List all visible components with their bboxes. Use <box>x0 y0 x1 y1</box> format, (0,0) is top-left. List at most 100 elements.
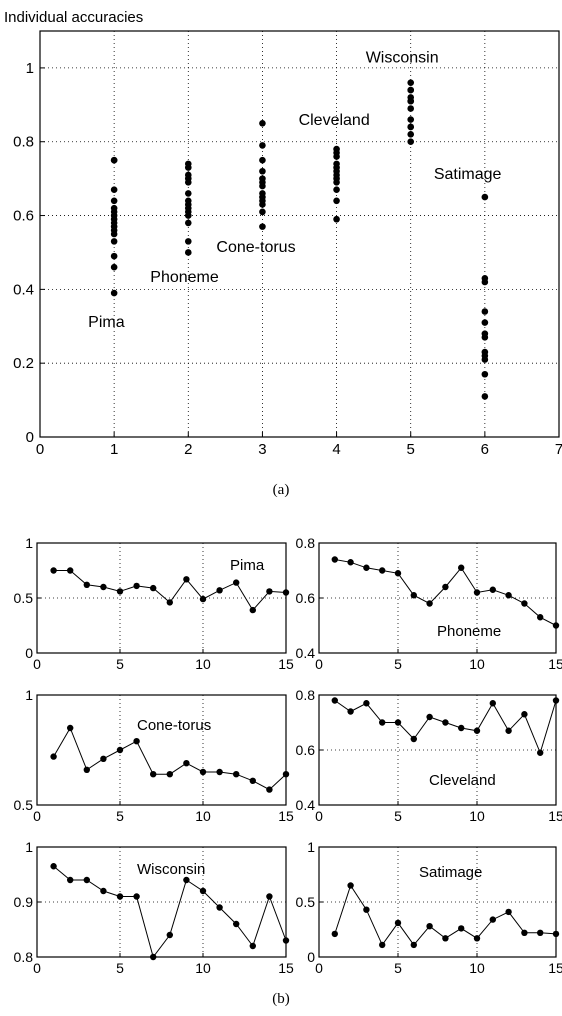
data-point <box>521 600 528 607</box>
data-point <box>407 97 415 105</box>
subplot: 0 5 10 15 0.4 0.6 0.8 Cleveland <box>296 687 562 824</box>
data-point <box>259 201 266 208</box>
y-tick-label: 0 <box>25 645 33 661</box>
data-point <box>481 278 489 286</box>
data-point <box>473 589 481 596</box>
data-point <box>110 186 118 194</box>
data-point <box>458 724 465 732</box>
data-point <box>521 929 528 936</box>
data-point <box>50 753 57 760</box>
data-point <box>110 156 118 164</box>
data-point <box>442 719 449 726</box>
data-point <box>110 238 118 245</box>
data-point <box>100 583 107 591</box>
y-tick-label: 0.8 <box>14 949 34 965</box>
data-point <box>110 197 118 205</box>
data-point <box>233 920 240 928</box>
x-tick-label: 7 <box>555 441 562 458</box>
data-point <box>259 167 266 175</box>
x-tick-label: 10 <box>195 808 211 824</box>
subplot-title: Cleveland <box>429 772 496 789</box>
data-point <box>537 929 544 936</box>
data-point <box>50 567 57 574</box>
x-tick-label: 15 <box>278 808 294 824</box>
data-point <box>199 887 207 895</box>
data-point <box>407 131 415 138</box>
data-point <box>184 179 192 186</box>
data-point <box>552 697 560 704</box>
x-tick-label: 5 <box>116 960 124 976</box>
y-tick-label: 0.8 <box>296 535 316 551</box>
x-tick-label: 5 <box>394 808 402 824</box>
data-point <box>333 153 340 160</box>
data-point <box>458 925 465 932</box>
subplot-title: Cone-torus <box>137 717 211 734</box>
subplot-frame <box>318 846 557 958</box>
series-label: Satimage <box>434 166 502 183</box>
data-point <box>505 727 512 734</box>
data-point <box>552 930 560 938</box>
data-point <box>442 583 449 591</box>
data-point <box>184 212 192 219</box>
data-point <box>505 908 512 916</box>
subplot: 0 5 10 15 0.5 1 Cone-torus <box>14 687 294 824</box>
data-point <box>67 567 74 574</box>
data-point <box>266 786 273 793</box>
data-point <box>481 393 489 400</box>
data-point <box>67 724 74 732</box>
y-tick-label: 0.6 <box>13 208 34 225</box>
data-point <box>363 564 370 571</box>
data-point <box>394 919 402 927</box>
data-point <box>110 263 118 271</box>
data-point <box>426 923 433 930</box>
subplot-frame <box>318 694 557 806</box>
series-label: Cone-torus <box>216 239 295 256</box>
data-point <box>233 771 240 778</box>
data-point <box>489 700 496 707</box>
data-point <box>489 586 496 593</box>
y-tick-label: 0.4 <box>296 645 316 661</box>
series-label: Pima <box>88 314 125 331</box>
data-point <box>110 230 118 238</box>
data-point <box>133 582 140 590</box>
x-tick-label: 5 <box>394 656 402 672</box>
subplot: 0 5 10 15 0.4 0.6 0.8 Phoneme <box>296 535 562 672</box>
data-point <box>183 876 190 884</box>
data-point <box>259 223 266 230</box>
data-point <box>199 595 207 603</box>
y-tick-label: 1 <box>307 839 315 855</box>
y-tick-label: 1 <box>25 687 33 703</box>
data-point <box>347 559 354 566</box>
y-tick-label: 0.4 <box>13 281 34 298</box>
x-tick-label: 10 <box>469 656 485 672</box>
data-point <box>184 219 192 227</box>
subplot-title: Satimage <box>419 864 482 881</box>
data-point <box>458 564 465 571</box>
data-point <box>537 614 544 621</box>
data-point <box>259 119 266 127</box>
data-point <box>83 876 91 884</box>
data-point <box>110 252 118 260</box>
data-point <box>266 893 273 900</box>
data-point <box>183 576 190 583</box>
data-point <box>537 749 544 756</box>
panel-a-caption: (a) <box>273 482 290 498</box>
data-point <box>473 935 481 942</box>
data-point <box>259 208 266 216</box>
data-point <box>116 746 124 754</box>
data-point <box>481 334 489 341</box>
data-point <box>133 738 140 745</box>
panel-b-caption: (b) <box>272 991 290 1007</box>
subplot-title: Phoneme <box>437 623 501 640</box>
data-point <box>363 700 370 707</box>
data-point <box>331 697 338 704</box>
x-tick-label: 5 <box>116 656 124 672</box>
data-point <box>249 942 256 950</box>
data-point <box>333 186 340 194</box>
data-point <box>363 906 370 913</box>
y-tick-label: 0 <box>26 429 34 446</box>
data-point <box>426 713 433 721</box>
x-tick-label: 4 <box>332 441 340 458</box>
data-point <box>50 863 57 870</box>
